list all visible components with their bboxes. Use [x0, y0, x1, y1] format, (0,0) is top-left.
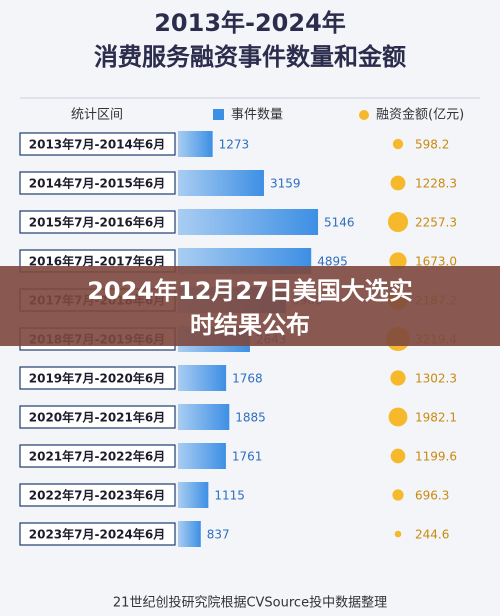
category-label: 2020年7月-2021年6月 [29, 410, 165, 425]
category-box [19, 405, 176, 429]
bubble [394, 530, 402, 538]
bar-value: 4895 [317, 255, 348, 269]
banner-text: 2024年12月27日美国大选实 [87, 277, 413, 305]
category-label: 2023年7月-2024年6月 [29, 527, 165, 542]
category-label: 2019年7月-2020年6月 [29, 371, 165, 386]
bubble-value: 696.3 [415, 489, 449, 503]
category-box [19, 171, 176, 195]
category-box [19, 366, 176, 390]
bar-value: 3159 [270, 177, 301, 191]
bar [178, 404, 230, 430]
bar-value: 837 [207, 528, 230, 542]
title-line: 2013年-2024年 [154, 9, 346, 37]
legend-swatch [213, 109, 224, 120]
bubble-value: 2257.3 [415, 216, 457, 230]
bubble [390, 370, 406, 386]
bar [178, 365, 227, 391]
bubble [392, 138, 404, 150]
category-box [19, 483, 176, 507]
bubble-value: 1199.6 [415, 450, 457, 464]
category-label: 2013年7月-2014年6月 [29, 137, 165, 152]
legend-swatch [359, 110, 369, 120]
bar [178, 170, 264, 196]
bubble [389, 252, 407, 270]
category-label: 2015年7月-2016年6月 [29, 215, 165, 230]
source: 21世纪创投研究院根据CVSource投中数据整理 [113, 595, 387, 611]
banner-text: 时结果公布 [190, 311, 310, 339]
bar-value: 1885 [235, 411, 266, 425]
bubble-value: 1228.3 [415, 177, 457, 191]
bar-value: 5146 [324, 216, 355, 230]
category-label: 2014年7月-2015年6月 [29, 176, 165, 191]
bubble-value: 1673.0 [415, 255, 457, 269]
column-header: 统计区间 [71, 108, 123, 123]
category-box [19, 444, 176, 468]
bar-value: 1761 [232, 450, 263, 464]
category-label: 2016年7月-2017年6月 [29, 254, 165, 269]
bar [178, 482, 209, 508]
legend-label: 融资金额(亿元) [376, 107, 464, 123]
legend-label: 事件数量 [231, 108, 283, 123]
bar [178, 521, 201, 547]
bar [178, 443, 226, 469]
bubble-value: 1302.3 [415, 372, 457, 386]
title-line: 消费服务融资事件数量和金额 [94, 43, 406, 71]
bar-value: 1115 [214, 489, 245, 503]
bar [178, 131, 213, 157]
bubble [392, 489, 404, 501]
bubble [387, 211, 409, 233]
bubble [390, 175, 406, 191]
bubble-value: 1982.1 [415, 411, 457, 425]
bubble [390, 448, 406, 464]
bubble-value: 598.2 [415, 138, 449, 152]
bar [178, 209, 319, 235]
category-box [19, 132, 176, 156]
category-box [19, 522, 176, 546]
bubble [388, 407, 408, 427]
banner-bg [0, 266, 500, 346]
category-label: 2021年7月-2022年6月 [29, 449, 165, 464]
bar-value: 1768 [232, 372, 263, 386]
category-label: 2022年7月-2023年6月 [29, 488, 165, 503]
bubble-value: 244.6 [415, 528, 449, 542]
category-box [19, 210, 176, 234]
bar-value: 1273 [219, 138, 250, 152]
